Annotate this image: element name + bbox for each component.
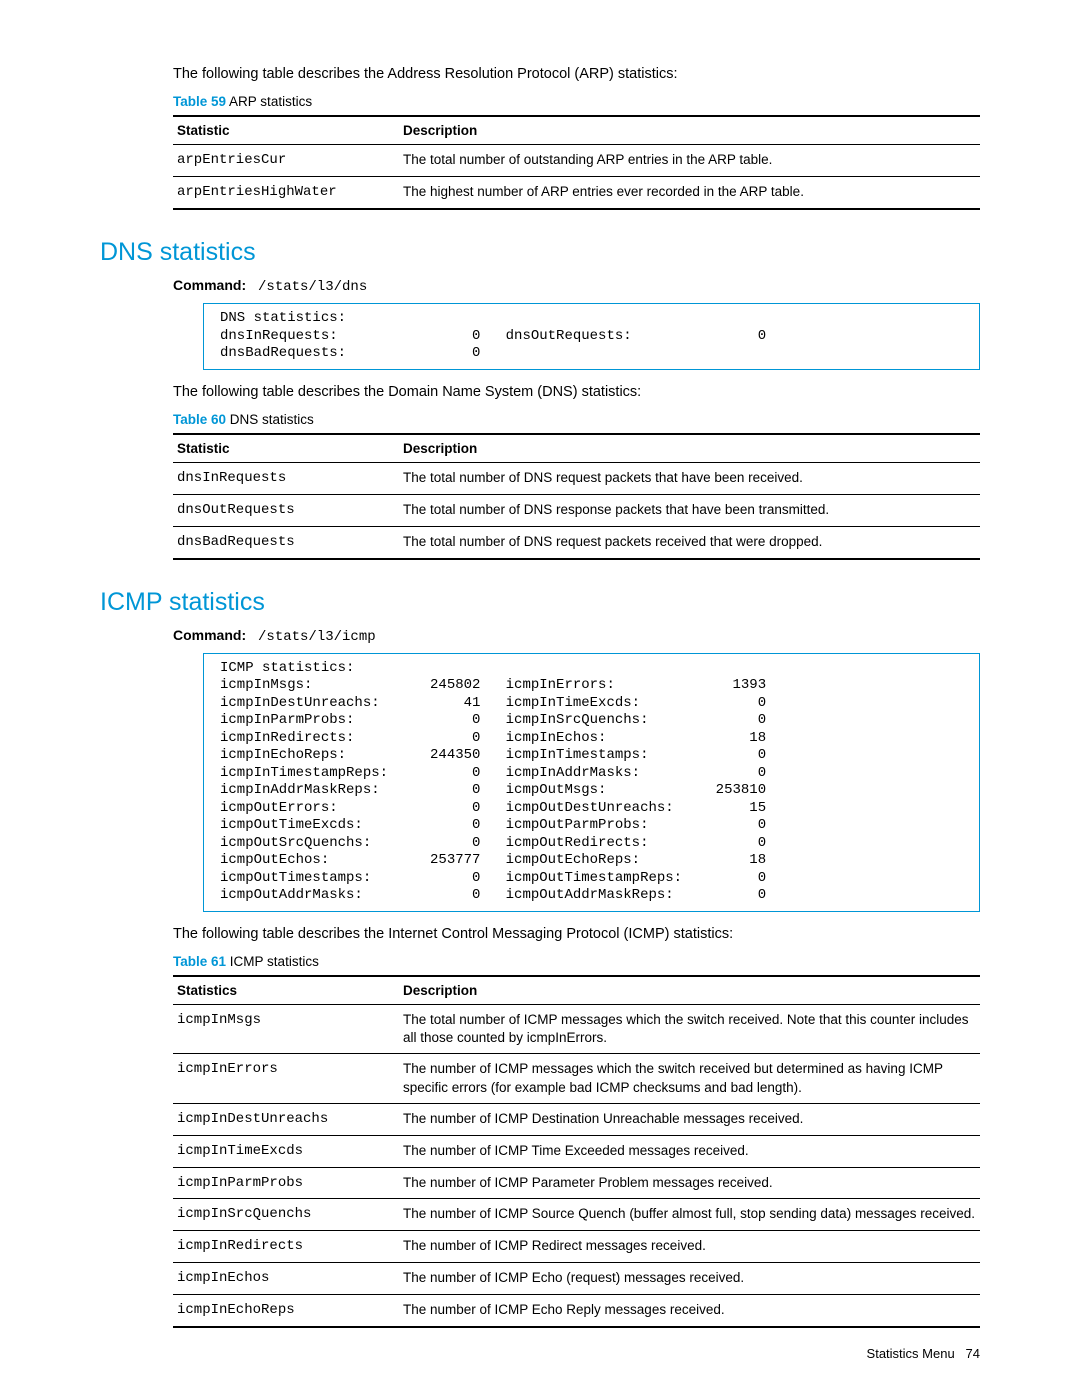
table-row: dnsOutRequestsThe total number of DNS re… [173,494,980,526]
table-60-caption: Table 60 DNS statistics [173,412,980,427]
desc-cell: The total number of DNS response packets… [399,494,980,526]
stat-cell: icmpInEchoReps [173,1295,399,1327]
stat-cell: dnsOutRequests [173,494,399,526]
icmp-th-description: Description [399,976,980,1005]
table-row: arpEntriesCurThe total number of outstan… [173,145,980,177]
dns-heading: DNS statistics [100,238,980,267]
stat-cell: icmpInMsgs [173,1004,399,1053]
dns-th-description: Description [399,434,980,463]
stat-cell: icmpInDestUnreachs [173,1103,399,1135]
footer-page: 74 [966,1346,980,1361]
icmp-table: Statistics Description icmpInMsgsThe tot… [173,975,980,1328]
table-60-label: Table 60 [173,412,226,427]
stat-cell: icmpInTimeExcds [173,1135,399,1167]
dns-cmd-label: Command: [173,277,246,293]
desc-cell: The number of ICMP messages which the sw… [399,1054,980,1103]
table-row: icmpInMsgsThe total number of ICMP messa… [173,1004,980,1053]
arp-th-statistic: Statistic [173,116,399,145]
stat-cell: icmpInSrcQuenchs [173,1199,399,1231]
dns-cmd-value: /stats/l3/dns [258,279,367,295]
icmp-tbody: icmpInMsgsThe total number of ICMP messa… [173,1004,980,1327]
stat-cell: icmpInErrors [173,1054,399,1103]
table-row: icmpInRedirectsThe number of ICMP Redire… [173,1231,980,1263]
arp-th-description: Description [399,116,980,145]
stat-cell: dnsInRequests [173,462,399,494]
icmp-section: Command: /stats/l3/icmp ICMP statistics:… [173,627,980,1328]
dns-command-line: Command: /stats/l3/dns [173,277,980,295]
table-row: icmpInParmProbsThe number of ICMP Parame… [173,1167,980,1199]
arp-tbody: arpEntriesCurThe total number of outstan… [173,145,980,209]
table-row: icmpInTimeExcdsThe number of ICMP Time E… [173,1135,980,1167]
icmp-cmd-label: Command: [173,627,246,643]
dns-table: Statistic Description dnsInRequestsThe t… [173,433,980,560]
stat-cell: icmpInRedirects [173,1231,399,1263]
table-61-label: Table 61 [173,954,226,969]
arp-section: The following table describes the Addres… [173,64,980,210]
dns-tbody: dnsInRequestsThe total number of DNS req… [173,462,980,558]
desc-cell: The total number of ICMP messages which … [399,1004,980,1053]
table-row: dnsInRequestsThe total number of DNS req… [173,462,980,494]
icmp-code-box: ICMP statistics: icmpInMsgs: 245802 icmp… [203,653,980,912]
icmp-command-line: Command: /stats/l3/icmp [173,627,980,645]
desc-cell: The number of ICMP Source Quench (buffer… [399,1199,980,1231]
stat-cell: icmpInEchos [173,1263,399,1295]
icmp-intro-text: The following table describes the Intern… [173,924,980,944]
table-59-caption: Table 59 ARP statistics [173,94,980,109]
page: The following table describes the Addres… [0,0,1080,1397]
desc-cell: The number of ICMP Redirect messages rec… [399,1231,980,1263]
table-61-title: ICMP statistics [230,954,319,969]
arp-table: Statistic Description arpEntriesCurThe t… [173,115,980,210]
desc-cell: The number of ICMP Echo Reply messages r… [399,1295,980,1327]
table-59-label: Table 59 [173,94,226,109]
dns-intro-text: The following table describes the Domain… [173,382,980,402]
table-59-title: ARP statistics [229,94,312,109]
stat-cell: arpEntriesHighWater [173,177,399,209]
table-row: icmpInDestUnreachsThe number of ICMP Des… [173,1103,980,1135]
arp-intro-text: The following table describes the Addres… [173,64,980,84]
table-60-title: DNS statistics [230,412,314,427]
dns-th-statistic: Statistic [173,434,399,463]
table-row: icmpInErrorsThe number of ICMP messages … [173,1054,980,1103]
stat-cell: dnsBadRequests [173,526,399,558]
desc-cell: The total number of DNS request packets … [399,526,980,558]
stat-cell: icmpInParmProbs [173,1167,399,1199]
stat-cell: arpEntriesCur [173,145,399,177]
page-footer: Statistics Menu 74 [867,1346,980,1361]
dns-section: Command: /stats/l3/dns DNS statistics: d… [173,277,980,559]
table-row: icmpInSrcQuenchsThe number of ICMP Sourc… [173,1199,980,1231]
table-row: icmpInEchosThe number of ICMP Echo (requ… [173,1263,980,1295]
desc-cell: The highest number of ARP entries ever r… [399,177,980,209]
table-61-caption: Table 61 ICMP statistics [173,954,980,969]
desc-cell: The total number of outstanding ARP entr… [399,145,980,177]
desc-cell: The number of ICMP Parameter Problem mes… [399,1167,980,1199]
desc-cell: The number of ICMP Time Exceeded message… [399,1135,980,1167]
icmp-heading: ICMP statistics [100,588,980,617]
footer-text: Statistics Menu [867,1346,955,1361]
table-row: arpEntriesHighWaterThe highest number of… [173,177,980,209]
table-row: dnsBadRequestsThe total number of DNS re… [173,526,980,558]
table-row: icmpInEchoRepsThe number of ICMP Echo Re… [173,1295,980,1327]
desc-cell: The number of ICMP Destination Unreachab… [399,1103,980,1135]
icmp-th-statistics: Statistics [173,976,399,1005]
desc-cell: The number of ICMP Echo (request) messag… [399,1263,980,1295]
desc-cell: The total number of DNS request packets … [399,462,980,494]
icmp-cmd-value: /stats/l3/icmp [258,629,376,645]
dns-code-box: DNS statistics: dnsInRequests: 0 dnsOutR… [203,303,980,370]
